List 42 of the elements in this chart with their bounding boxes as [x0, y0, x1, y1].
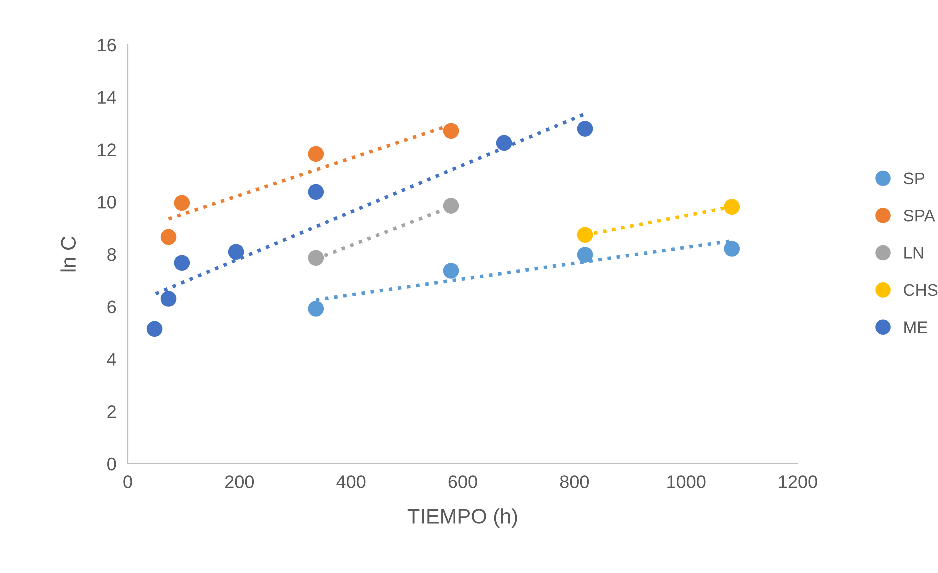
- point: [308, 184, 324, 200]
- point: [724, 241, 740, 257]
- legend-label: LN: [904, 247, 924, 259]
- y-axis-title: ln C: [60, 236, 76, 272]
- point: [724, 199, 740, 216]
- y-tick-label: 2: [108, 406, 116, 418]
- legend-label: ME: [904, 322, 928, 334]
- x-axis-title: TIEMPO (h): [408, 508, 518, 528]
- point: [577, 247, 594, 263]
- point: [174, 195, 190, 212]
- y-tick-label: 12: [98, 144, 116, 156]
- y-tick-label: 6: [108, 300, 116, 314]
- point: [308, 146, 324, 162]
- legend-label: SPA: [904, 210, 936, 222]
- x-tick-label: 1000: [668, 476, 706, 488]
- point: [443, 123, 460, 140]
- x-tick-label: 1200: [779, 476, 818, 488]
- x-tick-label: 800: [560, 476, 590, 488]
- point: [228, 244, 244, 260]
- point: [160, 229, 177, 246]
- y-tick-label: 4: [107, 353, 116, 366]
- x-tick-label: 0: [124, 476, 132, 488]
- point: [146, 321, 163, 338]
- y-tick-label: 0: [108, 458, 116, 471]
- point: [308, 250, 324, 266]
- point: [577, 121, 594, 137]
- y-tick-label: 16: [98, 38, 116, 52]
- point: [174, 255, 190, 272]
- y-tick-label: 8: [108, 248, 116, 262]
- x-tick-label: 200: [226, 476, 254, 488]
- x-tick-label: 400: [336, 476, 366, 488]
- legend-label: CHS: [904, 284, 938, 296]
- point: [443, 198, 460, 214]
- y-tick-label: 10: [98, 196, 116, 209]
- point: [496, 135, 512, 152]
- legend-label: SP: [904, 172, 925, 185]
- x-tick-label: 600: [448, 476, 478, 488]
- y-tick-label: 14: [98, 91, 116, 104]
- point: [160, 291, 177, 307]
- point: [443, 263, 460, 279]
- point: [577, 227, 594, 244]
- point: [308, 301, 324, 317]
